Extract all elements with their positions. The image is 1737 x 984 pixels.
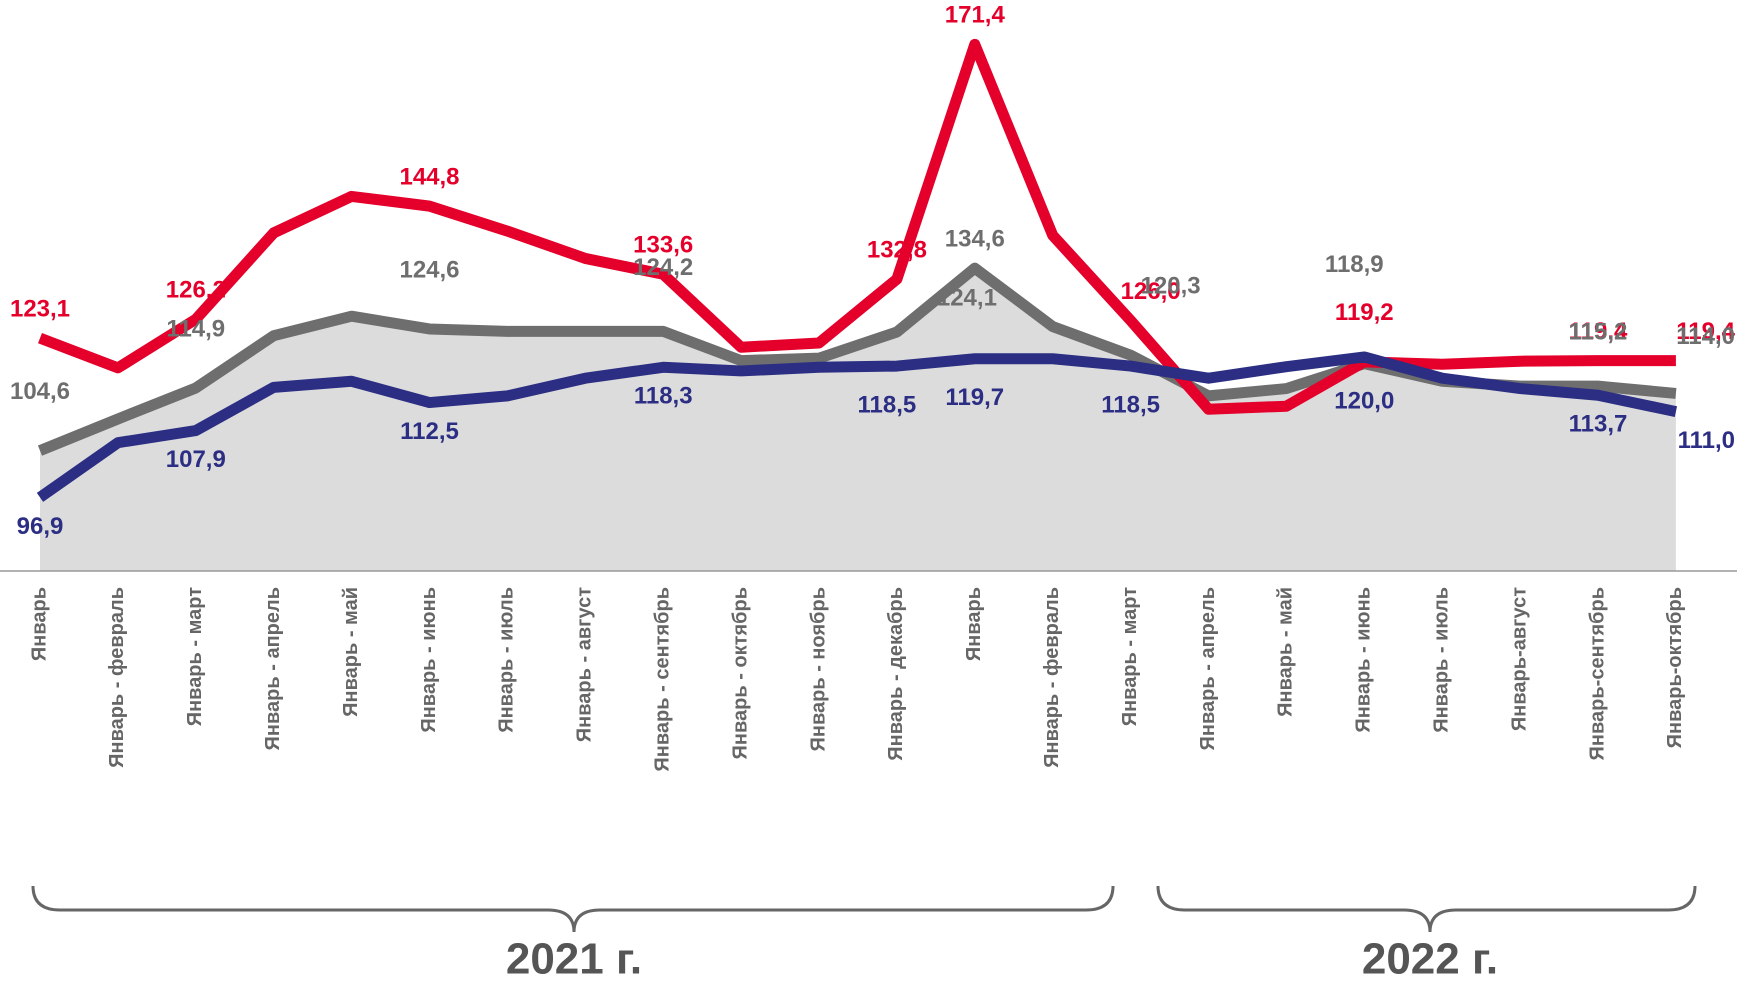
bracket <box>31 885 1115 933</box>
x-tick-label: Январь - март <box>1119 587 1141 727</box>
value-label: 112,5 <box>400 418 459 445</box>
value-label: 96,9 <box>17 513 64 540</box>
value-label: 120,0 <box>1334 387 1394 414</box>
value-label: 119,7 <box>945 384 1004 411</box>
area <box>40 268 1676 571</box>
value-label: 118,5 <box>858 391 917 418</box>
x-tick-label: Январь - июнь <box>418 587 440 733</box>
x-tick-label: Январь - март <box>184 587 206 727</box>
value-label: 118,5 <box>1101 391 1160 418</box>
value-label: 124,2 <box>633 254 693 281</box>
x-tick-label: Январь-август <box>1508 587 1530 731</box>
value-label: 118,9 <box>1325 251 1384 278</box>
x-tick-label: Январь - июль <box>496 587 518 733</box>
value-label: 126,2 <box>166 277 226 304</box>
x-tick-label: Январь - февраль <box>1041 587 1063 768</box>
value-label: 107,9 <box>166 446 226 473</box>
group-label: 2022 г. <box>1362 935 1498 984</box>
value-label: 120,3 <box>1141 272 1201 299</box>
x-tick-label: Январь - май <box>1275 587 1297 717</box>
value-label: 126,0 <box>1121 278 1181 305</box>
value-label: 111,0 <box>1678 427 1735 454</box>
x-tick-label: Январь <box>28 587 50 661</box>
x-tick-label: Январь - апрель <box>262 587 284 750</box>
x-tick-label: Январь - май <box>340 587 362 717</box>
x-tick-label: Январь - август <box>574 587 596 742</box>
value-label: 144,8 <box>399 163 459 190</box>
group-label: 2021 г. <box>506 935 642 984</box>
x-tick-label: Январь-октябрь <box>1664 587 1686 748</box>
value-label: 118,3 <box>634 383 693 410</box>
value-label: 132,8 <box>867 236 927 263</box>
value-label: 119,4 <box>1569 318 1628 345</box>
bracket <box>1156 885 1697 933</box>
value-label: 171,4 <box>945 2 1006 29</box>
x-tick-label: Январь - февраль <box>106 587 128 768</box>
series-line <box>36 351 1678 502</box>
x-tick-label: Январь - июнь <box>1353 587 1375 733</box>
x-tick-label: Январь - апрель <box>1197 587 1219 750</box>
x-tick-label: Январь - декабрь <box>885 587 907 761</box>
x-tick-label: Январь-сентябрь <box>1586 587 1608 760</box>
value-label: 114,0 <box>1676 323 1735 350</box>
x-tick-label: Январь <box>963 587 985 661</box>
value-label: 133,6 <box>633 232 693 259</box>
value-label: 115,2 <box>1569 318 1628 345</box>
value-label: 124,6 <box>399 256 459 283</box>
x-tick-label: Январь - сентябрь <box>651 587 673 772</box>
value-label: 113,7 <box>1569 411 1628 438</box>
x-tick-label: Январь - июль <box>1430 587 1452 733</box>
value-label: 134,6 <box>945 226 1005 253</box>
value-label: 123,1 <box>10 295 70 322</box>
value-label: 104,6 <box>10 378 70 405</box>
value-label: 124,1 <box>937 284 997 311</box>
x-tick-label: Январь - октябрь <box>729 587 751 759</box>
value-label: 119,2 <box>1335 299 1394 326</box>
value-label: 114,9 <box>166 315 225 342</box>
value-label: 119,4 <box>1676 318 1735 345</box>
x-tick-label: Январь - ноябрь <box>807 587 829 751</box>
